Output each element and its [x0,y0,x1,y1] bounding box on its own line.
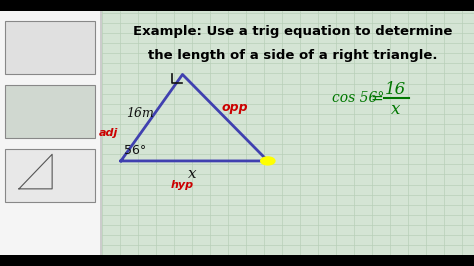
Text: hyp: hyp [171,180,194,190]
Text: =: = [371,91,383,106]
Text: 56°: 56° [124,144,146,157]
Bar [5,149,95,202]
Circle shape [261,157,275,165]
Text: adj: adj [99,128,118,138]
Bar [100,11,102,255]
Text: 16: 16 [385,81,406,98]
Text: the length of a side of a right triangle.: the length of a side of a right triangle… [148,49,438,62]
Text: cos 56°: cos 56° [332,92,384,105]
Bar [0,255,474,266]
Text: x: x [391,101,401,118]
Text: 16m: 16m [126,107,154,119]
Text: opp: opp [221,101,248,114]
Bar [5,85,95,138]
Bar [5,21,95,74]
Bar [102,11,474,255]
Bar [0,11,102,255]
Text: x: x [188,167,196,181]
Text: Example: Use a trig equation to determine: Example: Use a trig equation to determin… [133,26,452,38]
Bar [0,0,474,11]
